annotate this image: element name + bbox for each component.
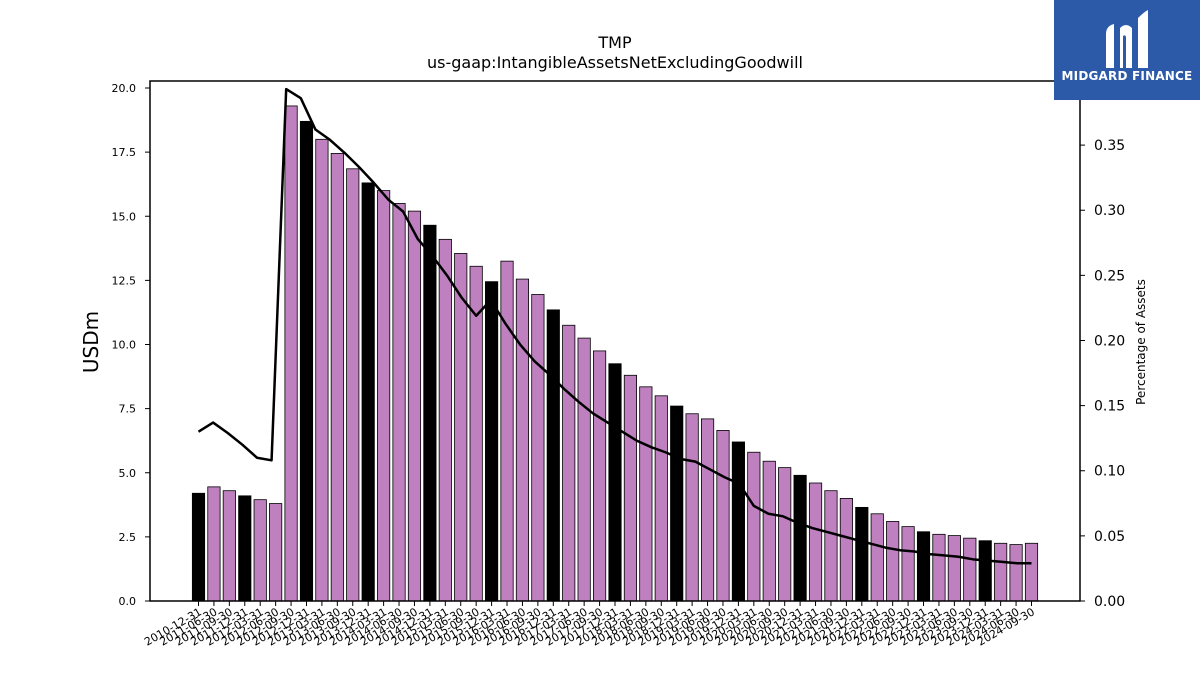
bar xyxy=(700,418,715,602)
bar xyxy=(284,105,298,602)
bar xyxy=(315,138,329,602)
bar xyxy=(377,190,391,602)
bar xyxy=(222,490,236,602)
y2-tick-label: 0.30 xyxy=(1094,203,1125,219)
bar xyxy=(778,467,792,602)
y-tick-label: 17.5 xyxy=(112,146,137,159)
bar xyxy=(454,253,468,602)
brand-name: MIDGARD FINANCE xyxy=(1061,69,1193,83)
bar xyxy=(485,281,499,602)
chart-subtitle: us-gaap:IntangibleAssetsNetExcludingGood… xyxy=(427,53,803,72)
bar xyxy=(839,497,853,602)
bar xyxy=(994,542,1008,602)
line-group xyxy=(197,87,1032,565)
y2-tick-label: 0.35 xyxy=(1094,138,1125,154)
bar xyxy=(238,495,252,602)
bar xyxy=(793,474,807,602)
y-right-axis: 0.00 0.05 0.10 0.15 0.20 0.25 0.30 0.35 xyxy=(1080,138,1125,610)
bar xyxy=(515,278,530,602)
bar xyxy=(870,513,884,602)
bar xyxy=(731,441,745,602)
y2-tick-label: 0.10 xyxy=(1094,464,1125,480)
y-tick-label: 20.0 xyxy=(112,82,137,95)
bar xyxy=(438,238,452,602)
bar xyxy=(299,120,314,602)
bar-group xyxy=(191,105,1039,602)
bar xyxy=(670,405,684,602)
bar xyxy=(886,521,900,602)
y-tick-label: 10.0 xyxy=(112,339,137,352)
bar xyxy=(978,540,992,602)
y2-tick-label: 0.05 xyxy=(1094,529,1125,545)
bar xyxy=(531,294,545,602)
chart-title: TMP xyxy=(597,33,632,52)
bar xyxy=(947,535,961,602)
bar xyxy=(608,363,622,602)
bar xyxy=(623,374,638,602)
bar xyxy=(808,482,823,602)
bar xyxy=(593,350,607,602)
bar xyxy=(269,503,283,602)
bar xyxy=(423,224,437,602)
bar xyxy=(346,168,360,602)
brand-logo: MIDGARD FINANCE xyxy=(1054,0,1200,100)
bar xyxy=(407,210,422,602)
bar xyxy=(191,492,206,602)
bar xyxy=(330,153,344,602)
bar xyxy=(392,203,406,602)
bar xyxy=(932,533,946,602)
bar xyxy=(207,486,221,602)
x-axis: 2010-12-312011-06-302011-09-302011-12-31… xyxy=(142,601,1037,649)
bar xyxy=(747,451,761,602)
percentage-line xyxy=(197,87,1032,565)
bar xyxy=(855,506,869,602)
y-tick-label: 5.0 xyxy=(119,467,137,480)
y2-axis-label: Percentage of Assets xyxy=(1134,279,1148,405)
bar xyxy=(562,324,576,602)
y2-tick-label: 0.00 xyxy=(1094,594,1125,610)
y-left-axis: 0.0 2.5 5.0 7.5 10.0 12.5 15.0 17.5 20.0 xyxy=(112,82,150,608)
midgard-logo-icon xyxy=(1106,10,1148,68)
y-tick-label: 15.0 xyxy=(112,210,137,223)
bar xyxy=(685,413,699,602)
bar xyxy=(639,386,653,602)
bar xyxy=(361,182,375,602)
y-tick-label: 2.5 xyxy=(119,531,137,544)
bar xyxy=(546,309,560,602)
bar xyxy=(916,531,931,602)
bar xyxy=(716,430,730,602)
bar xyxy=(1024,542,1039,602)
y2-tick-label: 0.15 xyxy=(1094,399,1125,415)
bar xyxy=(824,490,838,602)
bar xyxy=(762,460,776,602)
bar xyxy=(253,499,267,602)
bar xyxy=(1009,544,1023,602)
y-tick-label: 12.5 xyxy=(112,274,137,287)
bar xyxy=(654,395,668,602)
bar xyxy=(901,526,915,602)
y2-tick-label: 0.20 xyxy=(1094,333,1125,349)
bar xyxy=(963,537,977,602)
y-tick-label: 7.5 xyxy=(119,403,137,416)
y-tick-label: 0.0 xyxy=(119,595,137,608)
bar xyxy=(500,260,514,602)
y-axis-label: USDm xyxy=(79,311,103,373)
y2-tick-label: 0.25 xyxy=(1094,268,1125,284)
bar xyxy=(577,337,591,602)
